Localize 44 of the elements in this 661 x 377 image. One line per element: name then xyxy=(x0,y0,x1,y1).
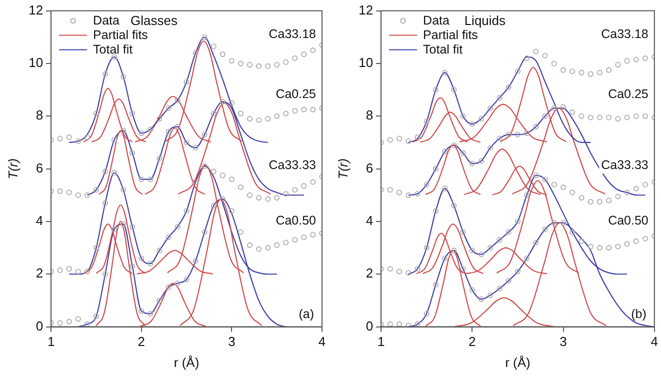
annotation: (a) xyxy=(298,307,314,322)
x-tick-label: 3 xyxy=(560,334,567,350)
y-tick-label: 10 xyxy=(28,55,44,70)
y-tick-label: 2 xyxy=(366,266,374,281)
annotation: Ca33.33 xyxy=(601,158,648,172)
y-tick-label: 6 xyxy=(36,160,44,176)
y-tick-label: 4 xyxy=(366,213,374,228)
legend-label: Total fit xyxy=(93,42,134,56)
annotation: Ca0.25 xyxy=(276,86,316,101)
x-tick-label: 4 xyxy=(650,334,658,350)
y-axis-title: T(r) xyxy=(5,158,20,180)
legend-label: Data xyxy=(93,13,120,28)
legend-label: Partial fits xyxy=(93,28,148,42)
x-tick-label: 4 xyxy=(318,334,326,350)
annotation: Ca0.50 xyxy=(608,213,648,228)
y-axis-title: T(r) xyxy=(335,158,350,180)
y-tick-label: 8 xyxy=(36,108,44,123)
chart-title: Glasses xyxy=(130,12,178,28)
x-tick-label: 3 xyxy=(228,334,236,350)
y-tick-label: 0 xyxy=(36,318,44,334)
y-tick-label: 6 xyxy=(366,160,374,176)
legend-label: Partial fits xyxy=(423,28,478,42)
annotation: Ca0.25 xyxy=(608,86,648,101)
y-tick-label: 4 xyxy=(36,213,44,228)
y-tick-label: 0 xyxy=(366,318,374,334)
legend-label: Data xyxy=(423,13,450,28)
legend-label: Total fit xyxy=(423,42,464,56)
annotation: Ca0.50 xyxy=(276,213,316,228)
annotation: (b) xyxy=(631,307,646,322)
x-tick-label: 2 xyxy=(138,334,145,350)
y-tick-label: 12 xyxy=(358,2,374,18)
chart-title: Liquids xyxy=(464,12,506,28)
y-tick-label: 2 xyxy=(36,266,44,281)
annotation: Ca33.33 xyxy=(268,158,316,172)
annotation: Ca33.18 xyxy=(601,26,648,41)
y-tick-label: 8 xyxy=(366,108,374,123)
x-tick-label: 1 xyxy=(377,334,385,350)
annotation: Ca33.18 xyxy=(268,26,316,41)
x-axis-title: r (Å) xyxy=(505,354,530,370)
y-tick-label: 12 xyxy=(28,2,44,18)
y-tick-label: 10 xyxy=(358,55,374,70)
x-tick-label: 2 xyxy=(468,334,476,350)
x-tick-label: 1 xyxy=(47,334,55,350)
x-axis-title: r (Å) xyxy=(174,354,200,370)
